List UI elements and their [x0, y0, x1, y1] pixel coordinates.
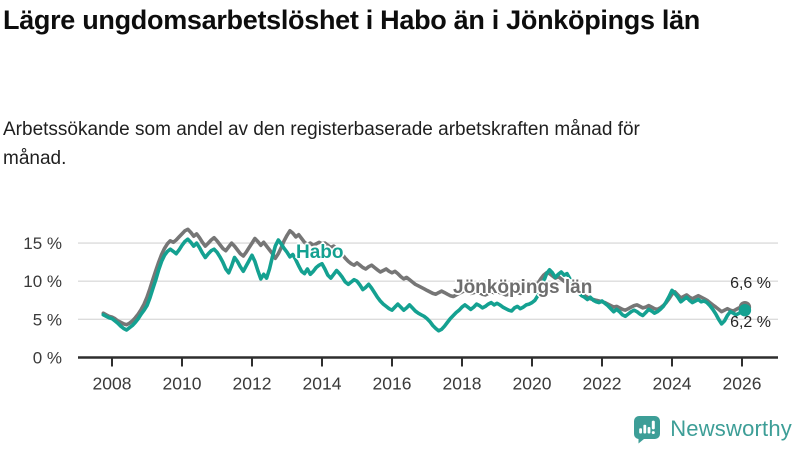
brand-footer: Newsworthy	[632, 414, 792, 444]
x-axis-tick-label: 2024	[653, 374, 692, 394]
x-axis-tick-label: 2008	[93, 374, 132, 394]
series-end-dot-habo	[738, 303, 752, 317]
y-axis-tick-label: 0 %	[33, 349, 62, 368]
end-value-habo: 6,2 %	[730, 314, 771, 331]
x-axis-tick-label: 2016	[373, 374, 412, 394]
x-axis-tick-label: 2018	[443, 374, 482, 394]
chart-title: Lägre ungdomsarbetslöshet i Habo än i Jö…	[3, 5, 701, 35]
x-axis-tick-label: 2026	[723, 374, 762, 394]
series-label-habo: Habo	[296, 242, 344, 263]
y-axis-tick-label: 10 %	[23, 272, 62, 291]
y-axis-tick-label: 15 %	[23, 234, 62, 253]
bar-chart-speech-bubble-icon	[634, 416, 661, 444]
series-label-jonkopings-lan: Jönköpings län	[453, 277, 593, 298]
x-axis-tick-label: 2012	[233, 374, 272, 394]
x-axis-tick-label: 2020	[513, 374, 552, 394]
series-line-jonkopings-lan	[101, 227, 747, 327]
brand-name: Newsworthy	[670, 416, 792, 441]
y-axis-tick-label: 5 %	[33, 310, 62, 329]
chart-subtitle: Arbetssökande som andel av den registerb…	[3, 119, 640, 170]
series-line-habo	[101, 237, 747, 333]
end-value-jonkopings-lan: 6,6 %	[730, 275, 771, 292]
x-axis-tick-label: 2014	[303, 374, 342, 394]
x-axis-tick-label: 2022	[583, 374, 622, 394]
x-axis-tick-label: 2010	[163, 374, 202, 394]
